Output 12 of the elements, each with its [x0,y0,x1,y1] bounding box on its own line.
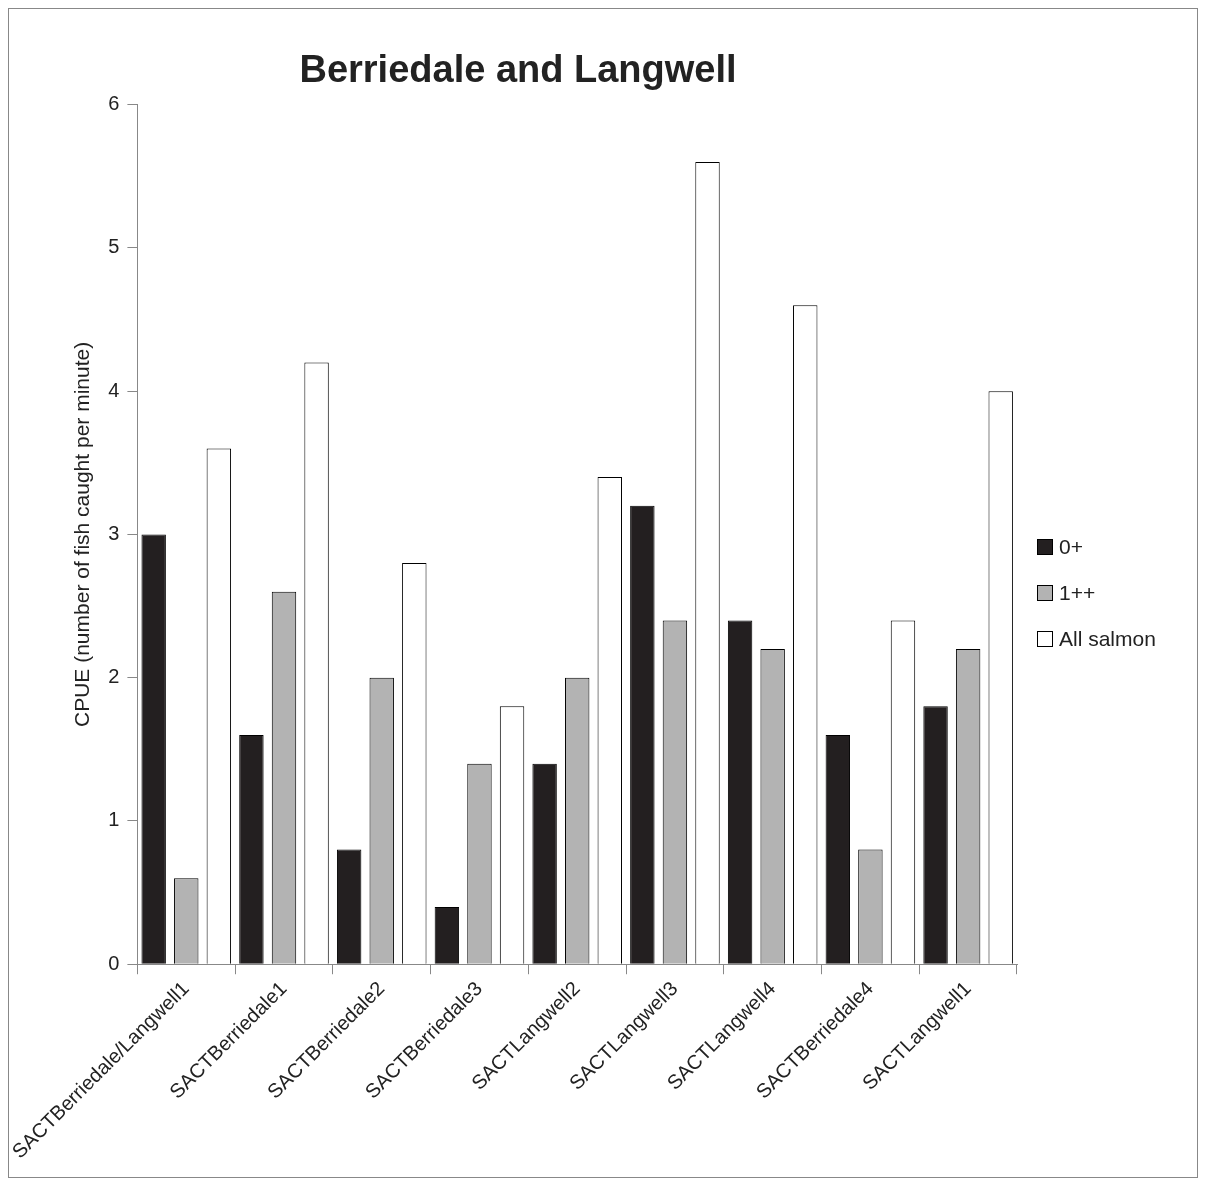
y-axis-title: CPUE (number of fish caught per minute) [70,341,94,727]
y-tick-label: 2 [108,665,120,688]
legend-label: 1++ [1059,581,1096,605]
y-tick-label: 4 [108,378,120,401]
y-tick-label: 5 [108,235,120,258]
y-tick-label: 3 [108,521,120,544]
text: All salmon [1059,627,1156,651]
y-tick-label: 6 [108,92,120,115]
chart-title: Berriedale and Langwell [299,48,737,91]
y-tick-label: 1 [108,808,120,831]
y-tick-label: 0 [108,951,120,974]
legend-label: 0+ [1059,535,1083,559]
